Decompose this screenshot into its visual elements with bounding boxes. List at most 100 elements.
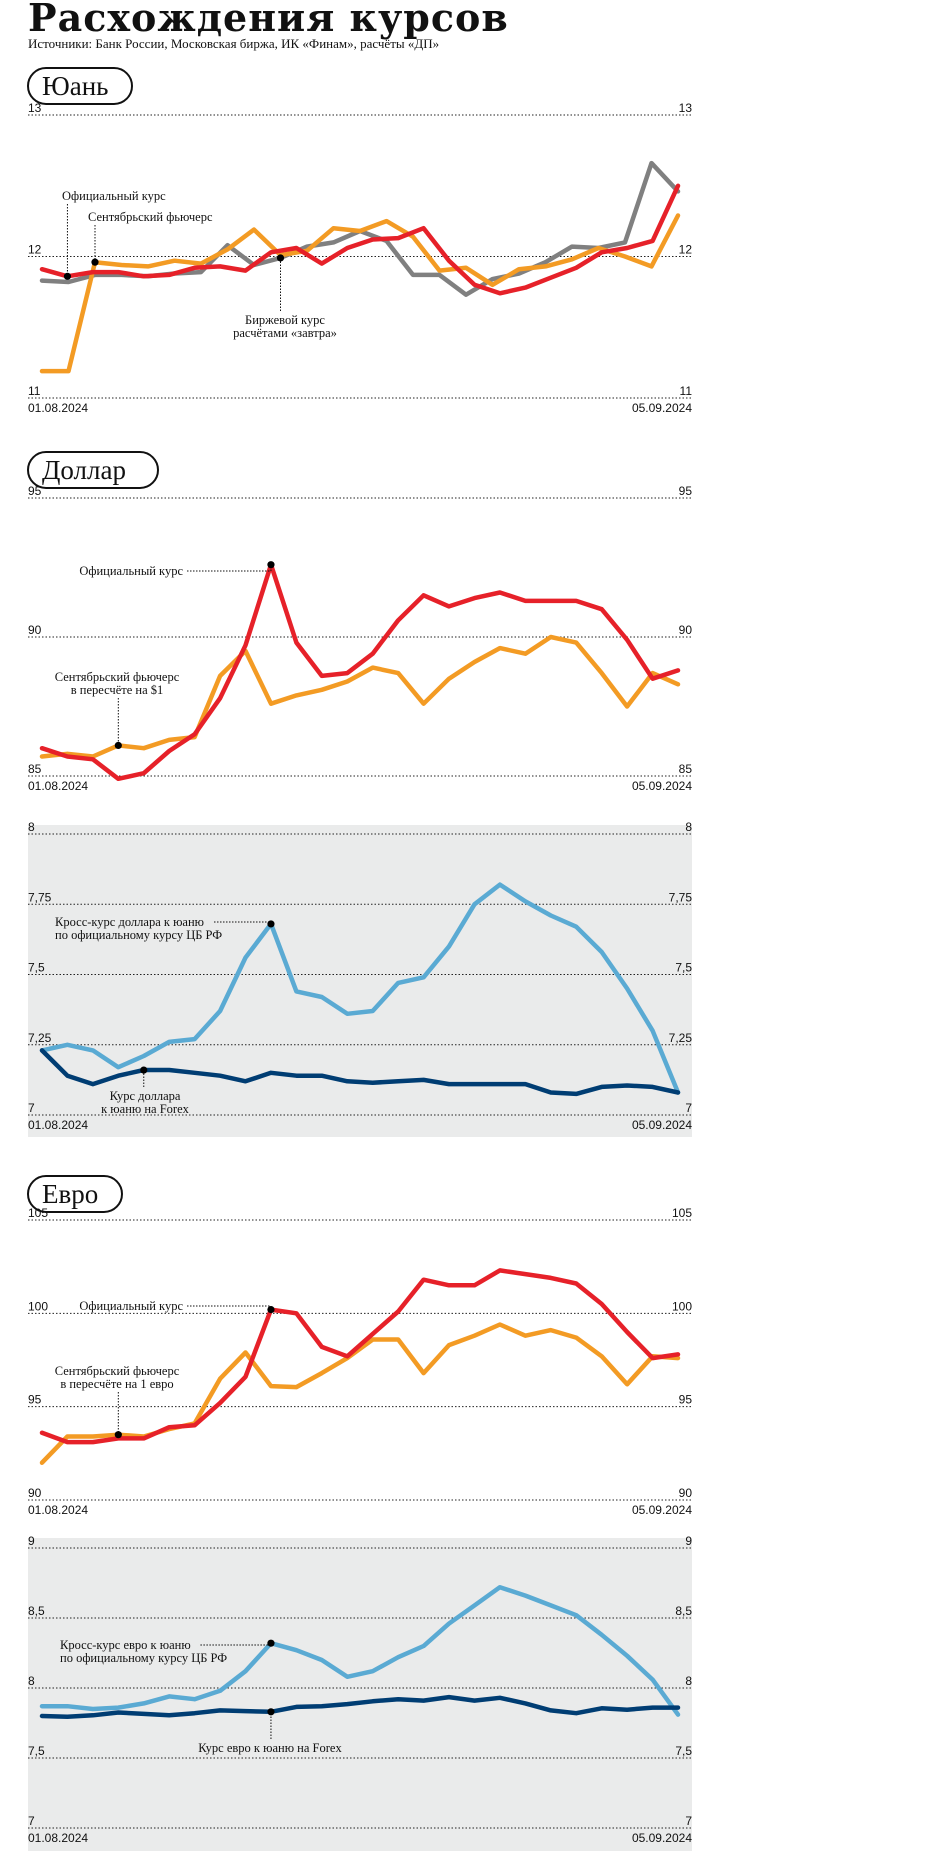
series-line-euro-1 <box>39 1268 681 1445</box>
annotation-dot <box>276 254 285 262</box>
chart-cross_usd_cny: 7 7 7,25 7,25 7,5 7,5 7,75 7,75 8 8 01.08.2024 05.0… <box>28 820 692 1137</box>
y-tick-label-left: 85 <box>28 762 42 776</box>
annotation-cross_eur_cny-1: Курс евро к юаню на Forex <box>198 1708 342 1755</box>
y-tick-label-right: 11 <box>680 384 693 398</box>
y-tick-label-left: 7,25 <box>28 1031 52 1045</box>
annotation-dot <box>63 272 72 280</box>
y-tick-label-right: 85 <box>679 762 693 776</box>
annotation-text: Официальный курс <box>79 1299 183 1313</box>
annotation-text: Курс доллара <box>110 1089 181 1103</box>
y-tick-label-left: 7,5 <box>28 1744 45 1758</box>
x-end-label: 05.09.2024 <box>632 401 692 415</box>
page-title: Расхождения курсов <box>28 0 509 40</box>
annotation-text: Сентябрьский фьючерс <box>55 1364 180 1378</box>
annotation-dot <box>140 1066 148 1074</box>
annotation-dot <box>114 741 122 750</box>
annotation-dot <box>267 1306 275 1314</box>
y-tick-label-right: 7,75 <box>669 890 693 904</box>
annotation-dollar-0: Официальный курс <box>79 561 275 578</box>
x-start-label: 01.08.2024 <box>28 1503 88 1517</box>
annotation-text: Курс евро к юаню на Forex <box>198 1741 342 1755</box>
annotation-dot <box>267 1708 275 1716</box>
y-tick-label-left: 90 <box>28 623 42 637</box>
y-tick-label-right: 9 <box>685 1534 692 1548</box>
annotation-text: к юаню на Forex <box>101 1102 190 1116</box>
y-tick-label-right: 8 <box>685 820 692 834</box>
series-line-cross_usd_cny-0 <box>39 882 681 1095</box>
series-line-yuan-2 <box>39 183 681 296</box>
annotation-yuan-0: Официальный курс <box>62 189 166 280</box>
annotation-euro-0: Официальный курс <box>79 1299 275 1314</box>
y-tick-label-right: 8,5 <box>675 1604 692 1618</box>
y-tick-label-right: 7,5 <box>675 961 692 975</box>
y-tick-label-left: 13 <box>28 101 42 115</box>
section-label-dollar: Доллар <box>27 451 159 489</box>
chart-dollar: Доллар 85 85 90 90 95 95 01.08.2024 05.09.2024 Оф… <box>27 451 693 793</box>
y-tick-label-right: 7,5 <box>675 1744 692 1758</box>
x-end-label: 05.09.2024 <box>632 779 692 793</box>
section-label-text: Юань <box>42 71 109 101</box>
annotation-yuan-1: Сентябрьский фьючерс <box>88 210 213 266</box>
y-tick-label-left: 8 <box>28 1674 35 1688</box>
series-line-dollar-1 <box>39 562 681 782</box>
series-line-cross_usd_cny-1 <box>39 1048 681 1097</box>
y-tick-label-left: 7,5 <box>28 961 45 975</box>
y-tick-label-right: 12 <box>679 243 693 257</box>
page-subtitle: Источники: Банк России, Московская биржа… <box>28 36 440 51</box>
y-tick-label-right: 95 <box>679 484 693 498</box>
y-tick-label-right: 105 <box>672 1206 692 1220</box>
annotation-text: в пересчёте на 1 евро <box>60 1377 173 1391</box>
annotation-text: расчётами «завтра» <box>233 326 337 340</box>
annotation-text: Кросс-курс евро к юаню <box>60 1638 191 1652</box>
series-line-cross_eur_cny-1 <box>39 1694 681 1719</box>
x-start-label: 01.08.2024 <box>28 401 88 415</box>
annotation-text: по официальному курсу ЦБ РФ <box>60 1651 227 1665</box>
chart-cross_eur_cny: 7 7 7,5 7,5 8 8 8,5 8,5 9 9 01.08.2024 05.09.2024 Кр… <box>28 1534 692 1851</box>
x-end-label: 05.09.2024 <box>632 1503 692 1517</box>
series-line-dollar-0 <box>39 634 681 759</box>
annotation-text: Сентябрьский фьючерс <box>55 670 180 684</box>
y-tick-label-left: 7 <box>28 1814 35 1828</box>
y-tick-label-right: 8 <box>685 1674 692 1688</box>
y-tick-label-right: 13 <box>679 101 693 115</box>
section-label-euro: Евро <box>27 1175 123 1213</box>
annotation-text: Сентябрьский фьючерс <box>88 210 213 224</box>
chart-yuan: Юань 11 11 12 12 13 13 01.08.2024 05.09.2024 Офиц… <box>27 67 693 415</box>
annotation-dot <box>91 258 99 266</box>
annotation-dot <box>267 920 275 928</box>
annotation-text: Кросс-курс доллара к юаню <box>55 915 204 929</box>
y-tick-label-left: 9 <box>28 1534 35 1548</box>
annotation-text: по официальному курсу ЦБ РФ <box>55 928 222 942</box>
x-start-label: 01.08.2024 <box>28 779 88 793</box>
chart-panel-background <box>28 1538 692 1851</box>
x-end-label: 05.09.2024 <box>632 1831 692 1845</box>
y-tick-label-left: 90 <box>28 1486 42 1500</box>
x-end-label: 05.09.2024 <box>632 1118 692 1132</box>
y-tick-label-left: 12 <box>28 243 42 257</box>
y-tick-label-left: 95 <box>28 1393 42 1407</box>
y-tick-label-right: 7 <box>685 1814 692 1828</box>
section-label-text: Евро <box>42 1179 98 1209</box>
y-tick-label-right: 90 <box>679 1486 693 1500</box>
annotation-text: Официальный курс <box>62 189 166 203</box>
annotation-text: в пересчёте на $1 <box>71 683 164 697</box>
y-tick-label-right: 95 <box>679 1393 693 1407</box>
x-start-label: 01.08.2024 <box>28 1831 88 1845</box>
annotation-text: Биржевой курс <box>245 313 325 327</box>
series-line-cross_eur_cny-0 <box>39 1584 681 1717</box>
y-tick-label-left: 11 <box>28 384 41 398</box>
y-tick-label-right: 7,25 <box>669 1031 693 1045</box>
y-tick-label-left: 7,75 <box>28 890 52 904</box>
annotation-text: Официальный курс <box>79 564 183 578</box>
y-tick-label-left: 7 <box>28 1101 35 1115</box>
y-tick-label-left: 105 <box>28 1206 48 1220</box>
y-tick-label-right: 100 <box>672 1299 692 1313</box>
section-label-yuan: Юань <box>27 67 133 105</box>
chart-panel-background <box>28 825 692 1137</box>
